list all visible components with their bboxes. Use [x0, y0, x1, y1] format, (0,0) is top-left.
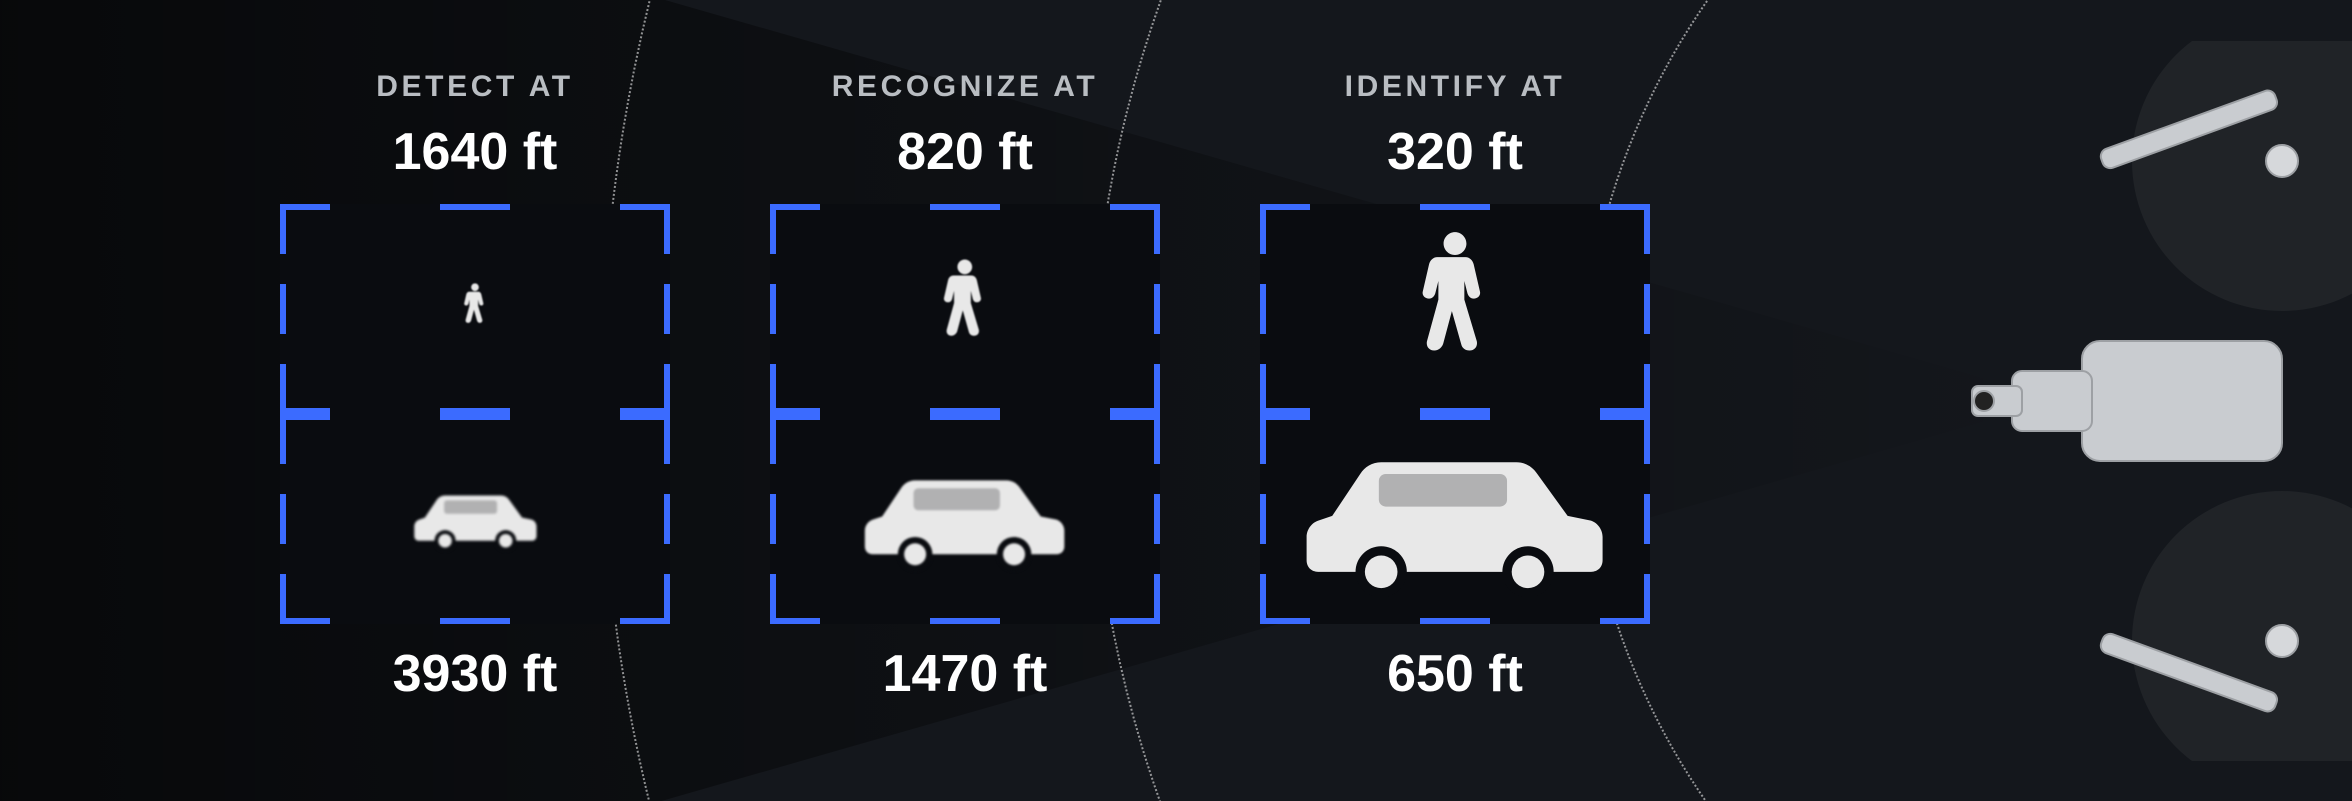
person-silhouette-icon	[457, 279, 493, 339]
stage: DETECT AT 1640 ft 3930 ft RECOGNIZE AT 820 f…	[0, 0, 2352, 801]
car-frame	[770, 414, 1160, 624]
column-label: RECOGNIZE AT	[832, 70, 1099, 104]
thermal-frames	[770, 204, 1160, 624]
person-silhouette-icon	[930, 251, 1000, 367]
car-distance: 650 ft	[1387, 644, 1523, 704]
car-silhouette-icon	[1289, 432, 1620, 607]
range-column-detect: DETECT AT 1640 ft 3930 ft	[280, 0, 670, 801]
thermal-frames	[1260, 204, 1650, 624]
column-label: DETECT AT	[376, 70, 573, 104]
car-distance: 3930 ft	[393, 644, 558, 704]
person-frame	[770, 204, 1160, 414]
range-column-identify: IDENTIFY AT 320 ft 650 ft	[1260, 0, 1650, 801]
person-distance: 820 ft	[897, 122, 1033, 182]
range-arc	[1580, 0, 2352, 801]
person-silhouette-icon	[1401, 219, 1509, 399]
person-distance: 1640 ft	[393, 122, 558, 182]
car-silhouette-icon	[853, 460, 1076, 578]
drone-icon	[1902, 41, 2352, 761]
person-frame	[280, 204, 670, 414]
range-column-recognize: RECOGNIZE AT 820 ft 1470 ft	[770, 0, 1160, 801]
car-distance: 1470 ft	[883, 644, 1048, 704]
car-frame	[280, 414, 670, 624]
person-distance: 320 ft	[1387, 122, 1523, 182]
column-label: IDENTIFY AT	[1345, 70, 1566, 104]
car-frame	[1260, 414, 1650, 624]
car-silhouette-icon	[407, 483, 544, 555]
person-frame	[1260, 204, 1650, 414]
thermal-frames	[280, 204, 670, 624]
